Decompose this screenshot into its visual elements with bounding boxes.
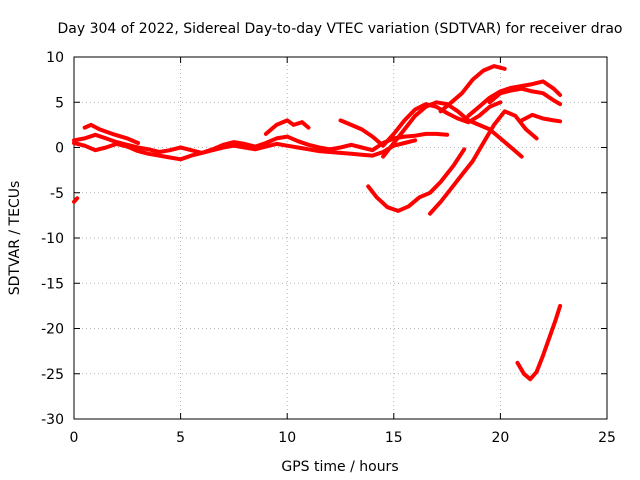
series-line-sat-m — [515, 303, 563, 382]
x-tick-label: 15 — [385, 430, 403, 446]
axis-ticks: 0 5 10 15 20 25 -30 -25 -20 -15 -10 -5 0 5 10 — [41, 50, 616, 446]
y-tick-label: 5 — [55, 95, 64, 111]
data-series — [72, 64, 563, 382]
series-line-sat-d — [263, 118, 311, 136]
x-tick-label: 0 — [70, 430, 79, 446]
chart-title: Day 304 of 2022, Sidereal Day-to-day VTE… — [57, 21, 622, 37]
series-line-sat-h — [428, 109, 539, 216]
y-tick-label: -10 — [41, 231, 64, 247]
y-axis-label: SDTVAR / TECUs — [7, 181, 23, 296]
y-tick-label: -5 — [50, 186, 64, 202]
series-line-sat-g — [366, 147, 467, 213]
series-line-sat-c — [82, 122, 140, 145]
x-axis-label: GPS time / hours — [281, 459, 398, 475]
series-line-sat-j — [466, 79, 563, 118]
y-tick-label: 0 — [55, 141, 64, 157]
series-line-sat-l — [519, 112, 563, 124]
series-line-sat-f — [381, 100, 524, 159]
grid — [74, 57, 607, 419]
y-tick-label: -20 — [41, 322, 64, 338]
y-tick-label: -25 — [41, 367, 64, 383]
x-tick-label: 10 — [278, 430, 296, 446]
x-tick-label: 25 — [598, 430, 616, 446]
y-tick-label: -30 — [41, 412, 64, 428]
x-tick-label: 20 — [491, 430, 509, 446]
series-line-sat-n — [72, 196, 80, 204]
x-tick-label: 5 — [176, 430, 185, 446]
series-line-sat-k — [487, 86, 563, 107]
y-tick-label: 10 — [46, 50, 64, 66]
series-line-sat-i — [438, 64, 507, 114]
y-tick-label: -15 — [41, 276, 64, 292]
series-line-sat-e — [338, 100, 503, 148]
series-line-sat-a — [72, 138, 418, 162]
plot-frame — [73, 56, 608, 420]
